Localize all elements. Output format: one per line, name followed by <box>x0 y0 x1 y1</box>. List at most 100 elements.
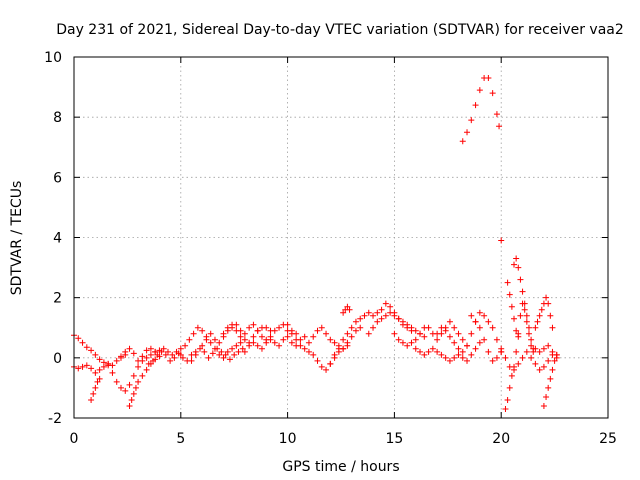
data-point <box>352 318 359 325</box>
data-point <box>438 324 445 331</box>
data-point <box>293 336 300 343</box>
data-point <box>357 324 364 331</box>
data-point <box>464 129 471 136</box>
x-tick-label: 5 <box>176 431 185 447</box>
data-point <box>122 387 129 394</box>
data-point <box>538 306 545 313</box>
data-point <box>105 360 112 367</box>
data-point <box>489 357 496 364</box>
data-point <box>323 330 330 337</box>
data-point <box>122 348 129 355</box>
data-point <box>263 324 270 331</box>
data-point <box>536 348 543 355</box>
data-point <box>276 324 283 331</box>
series-arc-3 <box>88 375 103 403</box>
data-point <box>421 333 428 340</box>
data-point <box>534 318 541 325</box>
data-point <box>154 351 161 358</box>
data-point <box>513 327 520 334</box>
data-point <box>205 354 212 361</box>
data-point <box>382 312 389 319</box>
data-point <box>408 339 415 346</box>
data-point <box>301 345 308 352</box>
data-point <box>543 393 550 400</box>
data-point <box>540 363 547 370</box>
data-point <box>455 351 462 358</box>
data-point <box>525 330 532 337</box>
data-point <box>493 354 500 361</box>
data-point <box>515 264 522 271</box>
data-point <box>493 111 500 118</box>
data-point <box>241 348 248 355</box>
data-point <box>549 366 556 373</box>
data-point <box>532 345 539 352</box>
data-point <box>222 351 229 358</box>
data-point <box>387 303 394 310</box>
data-point <box>459 336 466 343</box>
data-point <box>197 345 204 352</box>
series-arc-12 <box>241 333 308 355</box>
data-point <box>83 362 90 369</box>
data-point <box>521 300 528 307</box>
data-point <box>395 336 402 343</box>
data-point <box>536 366 543 373</box>
data-point <box>280 336 287 343</box>
data-point <box>88 396 95 403</box>
data-point <box>96 375 103 382</box>
data-point <box>502 354 509 361</box>
data-point <box>211 345 218 352</box>
data-point <box>425 324 432 331</box>
data-point <box>455 345 462 352</box>
data-point <box>126 345 133 352</box>
chart-title: Day 231 of 2021, Sidereal Day-to-day VTE… <box>56 22 624 38</box>
data-point <box>485 75 492 82</box>
data-point <box>391 312 398 319</box>
data-point <box>199 327 206 334</box>
data-point <box>459 138 466 145</box>
data-point <box>525 324 532 331</box>
data-point <box>162 351 169 358</box>
data-point <box>446 357 453 364</box>
x-tick-label: 15 <box>385 431 403 447</box>
data-point <box>451 324 458 331</box>
series-arc-21 <box>459 75 503 145</box>
data-point <box>378 306 385 313</box>
y-tick-label: 4 <box>53 231 62 247</box>
data-point <box>395 315 402 322</box>
data-point <box>340 336 347 343</box>
data-point <box>233 342 240 349</box>
data-point <box>421 351 428 358</box>
series-arc-7 <box>145 348 199 367</box>
data-point <box>340 309 347 316</box>
series-arc-9 <box>188 345 246 364</box>
data-point <box>237 333 244 340</box>
data-point <box>468 117 475 124</box>
data-point <box>496 123 503 130</box>
data-point <box>235 348 242 355</box>
data-point <box>451 354 458 361</box>
data-point <box>288 330 295 337</box>
series-arc-16 <box>340 303 353 316</box>
data-point <box>438 351 445 358</box>
data-point <box>506 291 513 298</box>
data-point <box>551 357 558 364</box>
data-point <box>224 348 231 355</box>
data-point <box>220 354 227 361</box>
data-point <box>203 336 210 343</box>
data-point <box>511 366 518 373</box>
y-tick-label: 0 <box>53 351 62 367</box>
data-point <box>357 315 364 322</box>
data-point <box>132 384 139 391</box>
data-point <box>327 360 334 367</box>
data-point <box>511 315 518 322</box>
data-point <box>399 339 406 346</box>
data-point <box>434 348 441 355</box>
data-point <box>139 372 146 379</box>
data-point <box>476 324 483 331</box>
data-point <box>276 342 283 349</box>
data-point <box>517 276 524 283</box>
data-point <box>79 339 86 346</box>
data-point <box>412 336 419 343</box>
data-point <box>346 306 353 313</box>
